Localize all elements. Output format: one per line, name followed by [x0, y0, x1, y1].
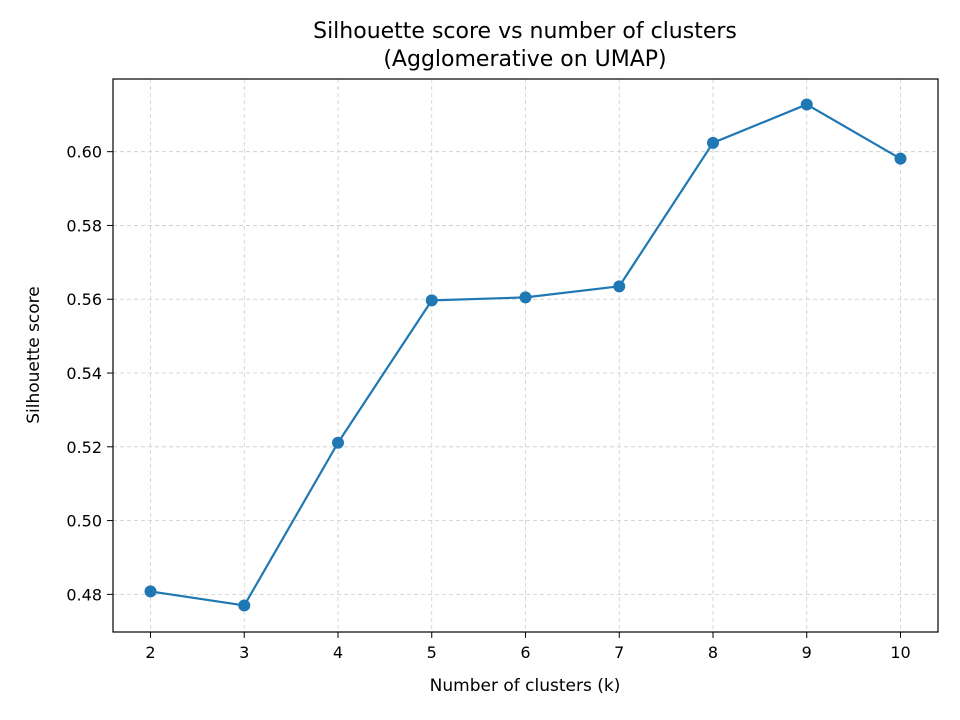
y-tick-label: 0.56 — [66, 290, 102, 309]
y-axis-label: Silhouette score — [24, 286, 44, 424]
chart-subtitle: (Agglomerative on UMAP) — [383, 47, 666, 72]
data-point — [894, 152, 907, 165]
data-point — [519, 291, 532, 304]
x-axis-label: Number of clusters (k) — [430, 676, 621, 696]
x-tick-label: 5 — [427, 643, 437, 662]
chart-title: Silhouette score vs number of clusters — [313, 19, 737, 44]
x-tick-label: 10 — [890, 643, 910, 662]
data-point — [425, 294, 438, 307]
y-tick-label: 0.52 — [66, 438, 102, 457]
data-point — [707, 136, 719, 149]
x-tick-label: 7 — [614, 643, 624, 662]
data-point — [144, 585, 157, 598]
x-tick-label: 6 — [520, 643, 530, 662]
y-tick-label: 0.48 — [66, 585, 102, 604]
gridlines — [113, 79, 938, 632]
x-tick-label: 2 — [145, 643, 155, 662]
y-tick-label: 0.58 — [66, 216, 102, 235]
y-tick-label: 0.60 — [66, 143, 102, 162]
y-tick-label: 0.50 — [66, 512, 102, 531]
data-point — [613, 280, 626, 293]
x-tick-label: 4 — [333, 643, 343, 662]
y-axis-ticks: 0.48 0.50 0.52 0.54 0.56 0.58 0.60 — [66, 143, 113, 604]
plot-area — [144, 98, 907, 612]
y-tick-label: 0.54 — [66, 364, 102, 383]
x-tick-label: 3 — [239, 643, 249, 662]
data-point — [332, 436, 344, 449]
x-axis-ticks: 2 3 4 5 6 7 8 9 10 — [145, 632, 911, 662]
x-tick-label: 8 — [708, 643, 718, 662]
data-point — [800, 98, 813, 111]
data-point — [238, 599, 251, 612]
x-tick-label: 9 — [802, 643, 812, 662]
